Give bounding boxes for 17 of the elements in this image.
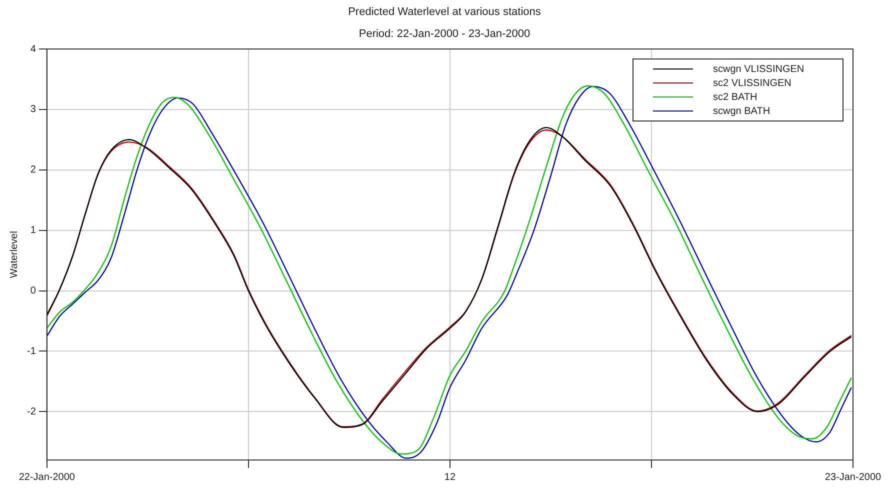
x-tick-label: 23-Jan-2000: [824, 472, 882, 483]
x-tick-label: 22-Jan-2000: [18, 472, 76, 483]
chart-title: Predicted Waterlevel at various stations: [347, 5, 542, 18]
y-tick-label: 4: [30, 44, 36, 55]
legend-label: scwgn VLISSINGEN: [713, 64, 804, 75]
y-tick-label: -2: [26, 406, 36, 418]
y-tick-label: 2: [30, 164, 36, 176]
legend-label: scwgn BATH: [713, 106, 770, 117]
legend-label: sc2 VLISSINGEN: [713, 78, 792, 89]
y-tick-label: -1: [26, 346, 36, 357]
chart-subtitle: Period: 22-Jan-2000 - 23-Jan-2000: [358, 27, 532, 40]
y-axis-title: Waterlevel: [8, 231, 20, 278]
y-tick-label: 3: [30, 104, 36, 116]
legend-label: sc2 BATH: [713, 92, 758, 103]
x-tick-label: 12: [444, 472, 456, 483]
y-tick-label: 1: [30, 225, 36, 236]
y-tick-label: 0: [30, 286, 36, 297]
